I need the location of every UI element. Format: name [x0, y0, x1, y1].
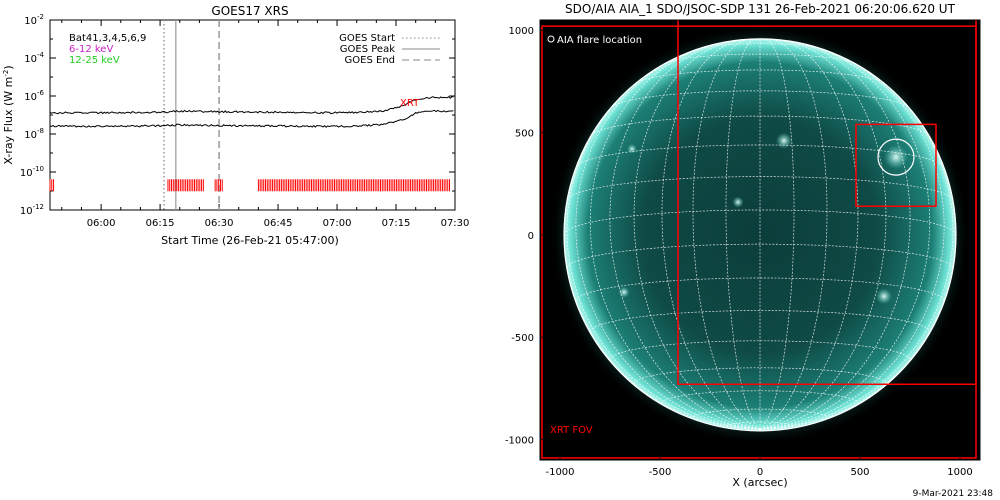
aia-y-tick-label: 500 — [515, 129, 534, 140]
aia-y-tick-label: -1000 — [505, 436, 534, 447]
goes-x-axis: 06:00 06:15 06:30 06:45 07:00 07:15 07:30 — [62, 20, 470, 229]
aia-y-tick-label: 1000 — [509, 26, 534, 37]
footer-date: 9-Mar-2021 23:48 — [913, 489, 994, 499]
active-region — [884, 145, 908, 169]
aia-y-tick-label: -500 — [511, 333, 534, 344]
goes-x-tick-label: 06:45 — [264, 218, 293, 229]
goes-x-tick-label: 07:30 — [441, 218, 470, 229]
active-region — [876, 288, 892, 304]
goes-chart-title: GOES17 XRS — [211, 4, 288, 18]
aia-image-panel: SDO/AIA AIA_1 SDO/JSOC-SDP 131 26-Feb-20… — [505, 2, 980, 489]
goes-y-axis-label: X-ray Flux (W m-2) — [2, 65, 15, 164]
goes-legend-left: Bat41,3,4,5,6,96-12 keV12-25 keV — [69, 33, 146, 66]
goes-x-tick-label: 07:15 — [382, 218, 411, 229]
goes-y-tick-label: 10-6 — [24, 89, 44, 103]
xrt-fov-label: XRT FOV — [550, 425, 593, 436]
active-region — [627, 144, 637, 154]
aia-legend-label: AIA flare location — [557, 35, 642, 46]
aia-x-tick-label: 500 — [850, 467, 869, 478]
goes-legend-left-entry: 12-25 keV — [69, 55, 120, 66]
active-region — [618, 287, 629, 298]
aia-x-tick-label: 1000 — [947, 467, 972, 478]
goes-legend-right-entry: GOES Peak — [340, 44, 395, 55]
goes-xrs-panel: GOES17 XRS 10-2 10-4 10-6 10-8 10-10 10-12 06… — [2, 4, 469, 247]
goes-y-tick-label: 10-2 — [24, 13, 44, 27]
goes-series — [50, 97, 453, 128]
goes-y-tick-label: 10-12 — [20, 203, 44, 217]
aia-image-title: SDO/AIA AIA_1 SDO/JSOC-SDP 131 26-Feb-20… — [565, 2, 956, 16]
goes-x-axis-label: Start Time (26-Feb-21 05:47:00) — [161, 234, 339, 247]
xrt-label: XRT — [400, 98, 420, 109]
xrt-coverage — [50, 179, 449, 191]
goes-flux-line — [50, 97, 453, 114]
goes-event-lines — [164, 20, 219, 210]
goes-legend-right-entry: GOES End — [345, 55, 395, 66]
goes-x-tick-label: 06:30 — [205, 218, 234, 229]
active-region — [732, 197, 743, 208]
goes-y-tick-label: 10-8 — [24, 127, 44, 141]
aia-y-tick-label: 0 — [528, 231, 534, 242]
goes-legend-right: GOES StartGOES PeakGOES End — [339, 33, 440, 66]
goes-x-tick-label: 07:00 — [323, 218, 352, 229]
aia-x-axis-label: X (arcsec) — [732, 476, 787, 489]
goes-legend-left-entry: 6-12 keV — [69, 44, 113, 55]
goes-x-tick-label: 06:00 — [87, 218, 116, 229]
goes-legend-left-entry: Bat41,3,4,5,6,9 — [69, 33, 146, 44]
active-region — [776, 133, 792, 149]
goes-y-tick-label: 10-4 — [24, 51, 44, 65]
goes-x-tick-label: 06:15 — [146, 218, 175, 229]
aia-x-tick-label: -500 — [649, 467, 672, 478]
aia-x-tick-label: -1000 — [545, 467, 574, 478]
goes-legend-right-entry: GOES Start — [339, 33, 395, 44]
goes-y-tick-label: 10-10 — [20, 165, 44, 179]
